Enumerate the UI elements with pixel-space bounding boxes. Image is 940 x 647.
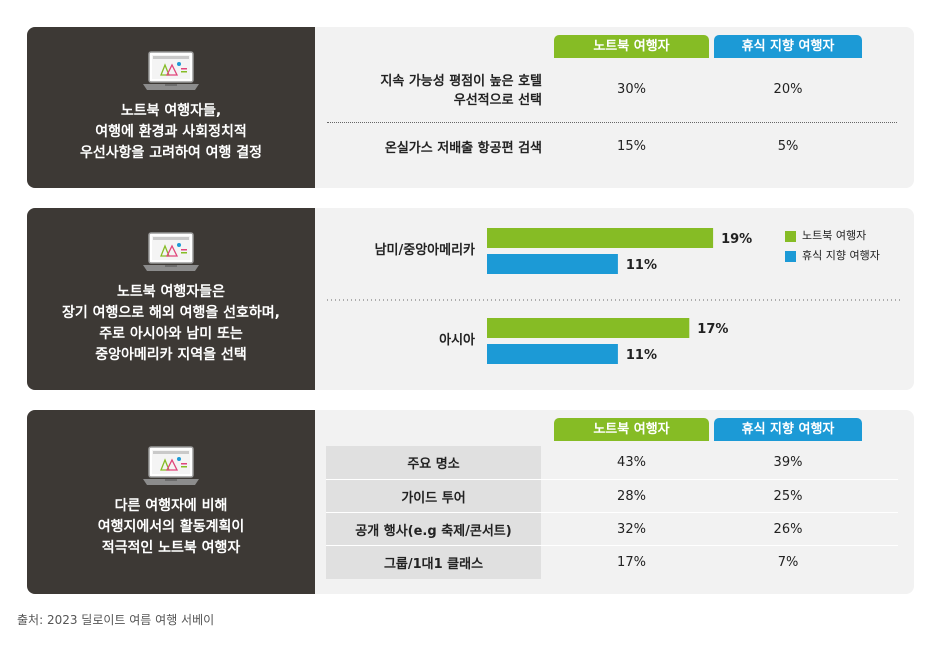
legend-item-rest: 휴식 지향 여행자: [785, 246, 880, 266]
chart-legend: 노트북 여행자 휴식 지향 여행자: [785, 226, 880, 266]
row-label: 가이드 투어: [401, 490, 466, 506]
bar-value-label: 11%: [626, 348, 657, 363]
summary-line: 주로 아시아와 남미 또는: [99, 326, 243, 342]
header-notebook-traveler: 노트북 여행자: [554, 418, 709, 441]
row-label: 온실가스 저배출 항공편 검색: [384, 140, 542, 156]
summary-line: 장기 여행으로 해외 여행을 선호하며,: [61, 305, 280, 321]
header-rest-traveler: 휴식 지향 여행자: [714, 35, 862, 58]
value-notebook: 30%: [617, 81, 646, 97]
summary-line: 여행지에서의 활동계획이: [97, 518, 245, 535]
bar-rest: [487, 254, 618, 274]
panel2-summary: 노트북 여행자들은 장기 여행으로 해외 여행을 선호하며, 주로 아시아와 남…: [27, 208, 315, 390]
panel-destinations: 노트북 여행자들은 장기 여행으로 해외 여행을 선호하며, 주로 아시아와 남…: [27, 208, 914, 390]
summary-line: 다른 여행자에 비해: [114, 497, 228, 514]
legend-swatch-rest: [785, 250, 796, 262]
summary-line: 우선사항을 고려하여 여행 결정: [79, 145, 263, 161]
legend-label: 노트북 여행자: [802, 229, 867, 242]
row-label: 주요 명소: [407, 457, 460, 472]
value-notebook: 43%: [617, 455, 646, 470]
legend-label: 휴식 지향 여행자: [802, 249, 880, 262]
value-rest: 26%: [773, 521, 803, 537]
bar-value-label: 17%: [697, 322, 728, 337]
value-rest: 7%: [777, 555, 799, 570]
header-rest-traveler: 휴식 지향 여행자: [714, 418, 862, 441]
summary-line: 적극적인 노트북 여행자: [101, 539, 241, 556]
summary-line: 노트북 여행자들은: [117, 284, 225, 300]
panel1-summary: 노트북 여행자들, 여행에 환경과 사회정치적 우선사항을 고려하여 여행 결정: [27, 27, 315, 188]
panel-activities: 다른 여행자에 비해 여행지에서의 활동계획이 적극적인 노트북 여행자 노트북…: [27, 410, 914, 594]
value-notebook: 28%: [617, 488, 646, 504]
panel-sustainability: 노트북 여행자들, 여행에 환경과 사회정치적 우선사항을 고려하여 여행 결정…: [27, 27, 914, 188]
bar-notebook: [487, 318, 690, 338]
value-rest: 25%: [773, 488, 803, 504]
row-divider: [326, 512, 898, 513]
panel2-summary-text: 노트북 여행자들은 장기 여행으로 해외 여행을 선호하며, 주로 아시아와 남…: [62, 282, 280, 366]
category-label: 아시아: [439, 332, 475, 348]
laptop-icon: [143, 445, 199, 486]
summary-line: 중앙아메리카 지역을 선택: [95, 347, 247, 363]
category-label: 남미/중앙아메리카: [375, 242, 475, 258]
source-note: 출처: 2023 딜로이트 여름 여행 서베이: [17, 613, 215, 627]
bar-value-label: 19%: [721, 232, 752, 247]
row-divider: [326, 479, 898, 480]
value-rest: 20%: [773, 81, 803, 97]
destination-bar-chart: 남미/중앙아메리카 19% 11% 아시아 17% 11%: [327, 228, 900, 364]
row-label-line: 지속 가능성 평점이 높은 호텔: [380, 74, 542, 89]
row-label-line: 우선적으로 선택: [453, 93, 542, 108]
legend-swatch-notebook: [785, 230, 796, 242]
panel3-summary-text: 다른 여행자에 비해 여행지에서의 활동계획이 적극적인 노트북 여행자: [98, 496, 245, 559]
row-label: 그룹/1대1 클래스: [383, 557, 484, 572]
summary-line: 노트북 여행자들,: [120, 103, 222, 119]
panel1-summary-text: 노트북 여행자들, 여행에 환경과 사회정치적 우선사항을 고려하여 여행 결정: [80, 101, 262, 164]
legend-item-notebook: 노트북 여행자: [785, 226, 880, 246]
header-notebook-traveler: 노트북 여행자: [554, 35, 709, 58]
row-divider: [327, 122, 897, 123]
row-label: 지속 가능성 평점이 높은 호텔 우선적으로 선택: [327, 60, 542, 118]
row-divider: [326, 545, 898, 546]
bar-value-label: 11%: [626, 258, 657, 273]
bar-rest: [487, 344, 618, 364]
value-notebook: 15%: [617, 138, 646, 154]
value-notebook: 32%: [617, 521, 646, 537]
summary-line: 여행에 환경과 사회정치적: [95, 124, 247, 140]
value-notebook: 17%: [617, 555, 646, 570]
laptop-icon: [143, 51, 199, 91]
value-rest: 5%: [777, 138, 799, 154]
bar-notebook: [487, 228, 714, 248]
value-rest: 39%: [773, 455, 803, 470]
row-label: 공개 행사(e.g 축제/콘서트): [355, 523, 512, 539]
laptop-icon: [143, 232, 199, 272]
panel3-summary: 다른 여행자에 비해 여행지에서의 활동계획이 적극적인 노트북 여행자: [27, 410, 315, 594]
